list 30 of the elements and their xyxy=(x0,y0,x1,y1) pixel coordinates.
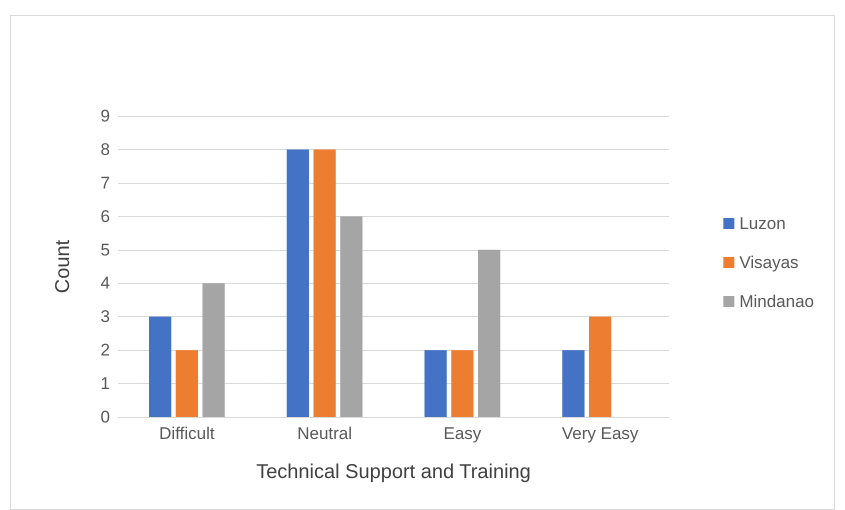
bar xyxy=(148,316,172,417)
bar xyxy=(176,350,198,417)
y-tick-label: 3 xyxy=(100,307,110,326)
bar xyxy=(424,350,447,417)
bar xyxy=(202,283,225,417)
y-tick-label: 6 xyxy=(100,206,110,226)
bar xyxy=(562,350,585,417)
x-tick-label: Neutral xyxy=(297,424,352,443)
y-tick-label: 8 xyxy=(100,140,110,159)
legend-label: Mindanao xyxy=(739,292,814,311)
bar xyxy=(340,216,363,417)
legend-label: Visayas xyxy=(739,253,799,272)
y-tick-label: 2 xyxy=(100,340,110,360)
y-tick-label: 1 xyxy=(100,374,110,394)
y-tick-label: 0 xyxy=(100,408,110,426)
y-axis-title: Count xyxy=(52,239,74,294)
y-tick-label: 5 xyxy=(100,240,110,260)
x-tick-label: Difficult xyxy=(159,424,215,443)
y-tick-label: 9 xyxy=(100,106,110,126)
x-tick-label: Very Easy xyxy=(562,424,639,443)
bar xyxy=(286,149,310,417)
legend-label: Luzon xyxy=(739,214,786,233)
bar xyxy=(588,316,612,417)
x-tick-label: Easy xyxy=(443,424,482,443)
x-axis-title: Technical Support and Training xyxy=(256,461,531,483)
y-tick-label: 4 xyxy=(100,274,110,293)
bar xyxy=(451,350,474,417)
bar xyxy=(313,149,336,417)
y-tick-label: 7 xyxy=(100,173,110,192)
bar xyxy=(478,250,500,417)
